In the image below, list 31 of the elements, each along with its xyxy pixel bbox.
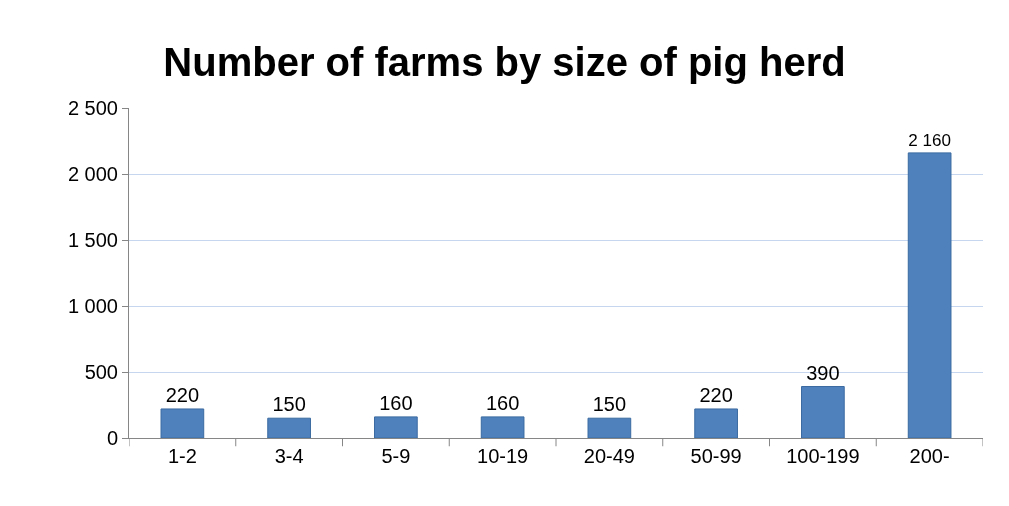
y-tick-label: 2 500 (67, 97, 118, 119)
data-label: 160 (485, 391, 520, 414)
bar (374, 416, 418, 438)
data-label: 220 (699, 383, 733, 406)
x-tick-label: 200- (909, 445, 950, 467)
y-tick-label: 500 (84, 361, 118, 383)
chart-title: Number of farms by size of pig herd (163, 40, 846, 85)
data-label: 150 (592, 393, 627, 416)
data-label: 390 (806, 361, 840, 384)
bar (801, 386, 845, 438)
bar (160, 408, 205, 438)
bar (694, 408, 738, 438)
x-tick-label: 3-4 (274, 445, 304, 467)
x-tick-label: 5-9 (381, 445, 411, 467)
y-tick-label: 0 (106, 427, 118, 449)
data-label: 2 160 (908, 131, 951, 151)
data-label: 220 (165, 383, 200, 406)
x-tick-label: 50-99 (690, 445, 742, 467)
bar (267, 417, 311, 438)
bar (480, 416, 525, 438)
x-tick-label: 100-199 (786, 445, 860, 467)
data-label: 150 (272, 393, 306, 416)
x-tick-label: 10-19 (477, 445, 529, 467)
data-label: 160 (379, 391, 413, 414)
y-tick-label: 1 000 (67, 295, 118, 317)
bar (907, 152, 952, 438)
x-tick-label: 1-2 (167, 445, 197, 467)
y-tick-label: 1 500 (67, 229, 118, 251)
x-tick-label: 20-49 (583, 445, 635, 467)
y-tick-label: 2 000 (67, 163, 118, 185)
bar (587, 417, 632, 438)
